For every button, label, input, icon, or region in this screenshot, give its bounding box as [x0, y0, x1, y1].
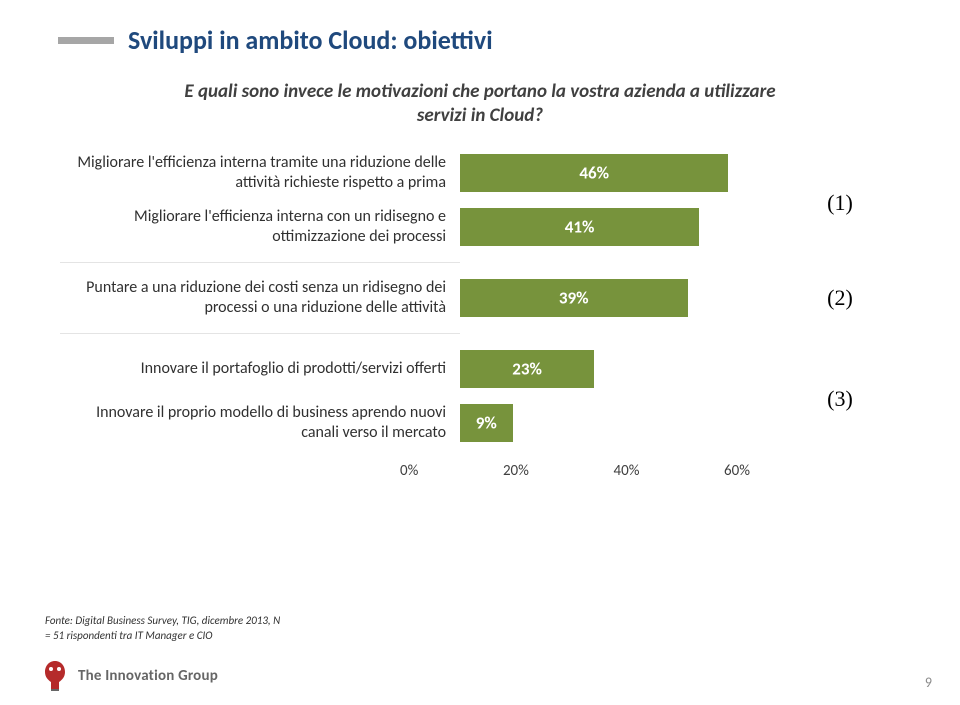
bar: 23% — [460, 350, 594, 388]
bar-label-text: Innovare il proprio modello di business … — [60, 403, 460, 443]
group-annotation: (1) — [810, 190, 870, 216]
x-tick: 60% — [724, 462, 750, 480]
bar-value: 46% — [460, 163, 728, 184]
bar-chart: Migliorare l'efficienza interna tramite … — [60, 150, 900, 454]
logo: The Innovation Group — [40, 659, 218, 693]
bar-value: 39% — [460, 288, 688, 309]
bar-label-text: Puntare a una riduzione dei costi senza … — [60, 278, 460, 318]
title-bar: Sviluppi in ambito Cloud: obiettivi — [58, 24, 493, 56]
chart-row: Innovare il proprio modello di business … — [60, 400, 900, 446]
bar: 46% — [460, 154, 728, 192]
group-divider — [60, 333, 460, 334]
bar-value: 23% — [460, 359, 594, 380]
logo-text: The Innovation Group — [78, 667, 218, 685]
x-tick: 40% — [613, 462, 639, 480]
bar-track: 9% — [460, 400, 810, 446]
bar-track: 23% — [460, 346, 810, 392]
page-title: Sviluppi in ambito Cloud: obiettivi — [128, 24, 493, 56]
bar-label-text: Migliorare l'efficienza interna con un r… — [60, 207, 460, 247]
bar: 41% — [460, 208, 699, 246]
group-annotation: (3) — [810, 386, 870, 412]
logo-icon — [40, 659, 70, 693]
title-accent — [58, 37, 114, 44]
bar-label-text: Innovare il portafoglio di prodotti/serv… — [60, 359, 460, 379]
chart-row: Puntare a una riduzione dei costi senza … — [60, 275, 900, 321]
bar-track: 39% — [460, 275, 810, 321]
group-annotation: (2) — [810, 285, 870, 311]
bar-value: 9% — [460, 413, 513, 434]
x-axis: 0% 20% 40% 60% — [400, 462, 750, 480]
chart-row: Migliorare l'efficienza interna tramite … — [60, 150, 900, 196]
group-divider — [60, 262, 460, 263]
x-tick: 20% — [503, 462, 529, 480]
x-tick: 0% — [400, 462, 418, 480]
source-footnote: Fonte: Digital Business Survey, TIG, dic… — [45, 614, 285, 643]
bar-track: 46% — [460, 150, 810, 196]
bar-label-text: Migliorare l'efficienza interna tramite … — [60, 153, 460, 193]
bar: 9% — [460, 404, 513, 442]
chart-row: Innovare il portafoglio di prodotti/serv… — [60, 346, 900, 392]
bar-track: 41% — [460, 204, 810, 250]
bar: 39% — [460, 279, 688, 317]
bar-value: 41% — [460, 217, 699, 238]
page-number: 9 — [925, 674, 932, 691]
subtitle: E quali sono invece le motivazioni che p… — [160, 80, 800, 128]
chart-row: Migliorare l'efficienza interna con un r… — [60, 204, 900, 250]
